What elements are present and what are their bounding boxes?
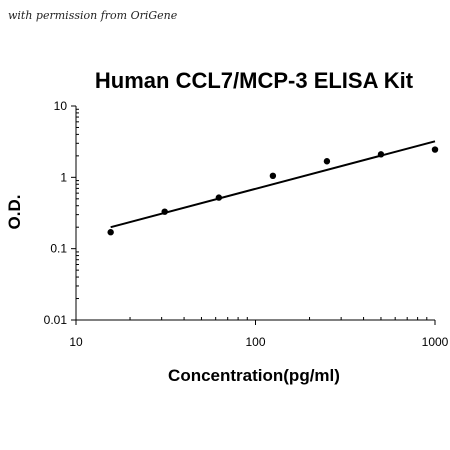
- data-point: [323, 158, 331, 165]
- data-point: [269, 172, 277, 180]
- x-tick-label: 10: [69, 335, 83, 349]
- y-tick-label: 0.1: [50, 242, 67, 256]
- plot-area: 0.01 0.1 1 10 10 100 1000: [44, 99, 449, 349]
- fit-line: [110, 140, 436, 229]
- y-tick-label: 10: [54, 99, 68, 113]
- x-axis-label: Concentration(pg/ml): [168, 366, 340, 385]
- data-point: [215, 194, 223, 201]
- data-point: [107, 229, 114, 236]
- y-axis-label: O.D.: [5, 195, 24, 230]
- x-tick-label: 100: [245, 335, 265, 349]
- y-tick-label: 1: [60, 170, 67, 184]
- x-tick-label: 1000: [422, 335, 449, 349]
- chart-title: Human CCL7/MCP-3 ELISA Kit: [95, 68, 414, 93]
- data-point: [431, 146, 439, 153]
- permission-note: with permission from OriGene: [8, 9, 178, 22]
- y-tick-label: 0.01: [44, 313, 68, 327]
- data-point: [377, 151, 385, 158]
- data-point: [161, 208, 168, 215]
